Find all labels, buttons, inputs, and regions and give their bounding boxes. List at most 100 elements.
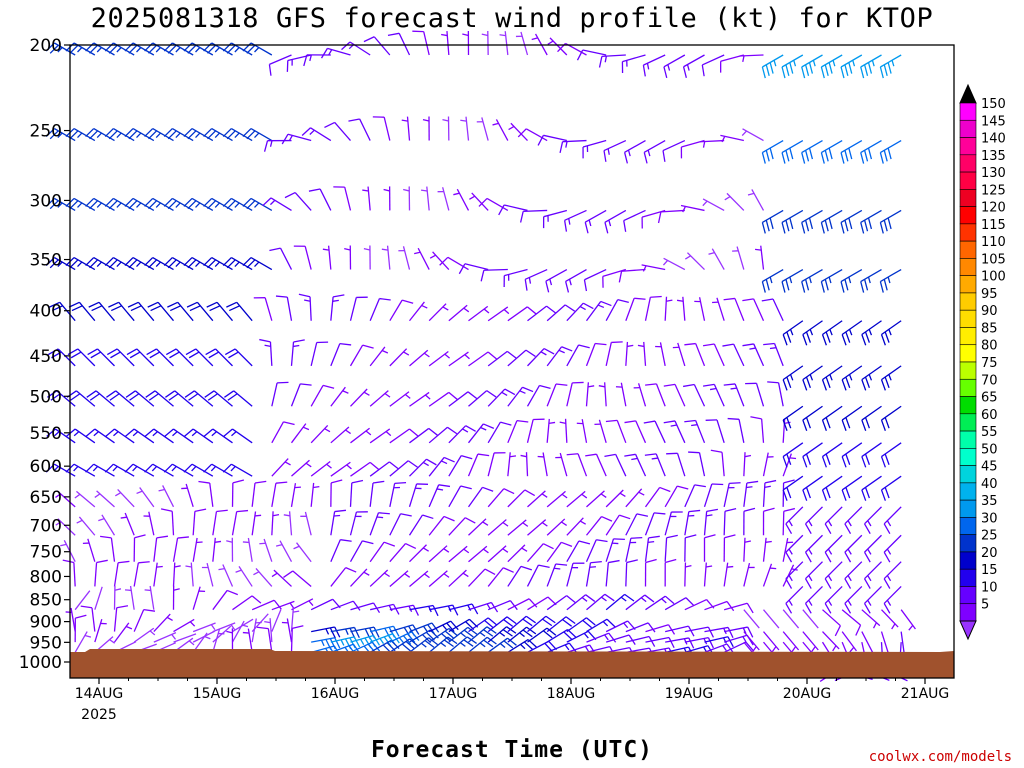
wind-barb xyxy=(226,628,234,653)
wind-barb xyxy=(684,509,701,536)
wind-barb xyxy=(841,475,863,501)
wind-barb xyxy=(841,609,862,636)
wind-barb xyxy=(269,247,293,270)
colorbar-label: 35 xyxy=(981,494,998,509)
wind-barb xyxy=(745,382,765,407)
wind-barb xyxy=(860,268,882,293)
wind-barb xyxy=(165,348,194,367)
wind-barb xyxy=(409,427,439,444)
wind-barb xyxy=(880,442,902,468)
colorbar-label: 75 xyxy=(981,356,998,371)
wind-barb xyxy=(559,139,587,153)
wind-barb xyxy=(547,37,568,56)
wind-barb xyxy=(45,127,76,142)
wind-barb xyxy=(120,512,135,536)
wind-barb xyxy=(262,197,292,211)
wind-barb xyxy=(153,535,169,562)
y-tick-label: 900 xyxy=(30,613,62,633)
wind-barb xyxy=(625,297,646,321)
wind-barb xyxy=(684,626,714,638)
x-tick-label: 16AUG xyxy=(311,686,360,702)
wind-barb xyxy=(74,490,96,508)
wind-barb xyxy=(583,268,607,292)
wind-barb xyxy=(782,405,804,431)
wind-barb xyxy=(173,618,196,633)
wind-barb xyxy=(468,626,497,643)
wind-barb xyxy=(781,54,804,79)
wind-barb xyxy=(145,390,174,407)
wind-barb xyxy=(555,452,568,477)
wind-barb xyxy=(507,598,538,611)
wind-barb xyxy=(242,256,273,271)
wind-barb xyxy=(462,30,470,56)
wind-barb xyxy=(253,568,273,587)
wind-barb xyxy=(705,419,725,444)
wind-barb xyxy=(546,642,577,653)
wind-barb xyxy=(349,511,368,536)
wind-barb xyxy=(703,483,724,508)
wind-barb xyxy=(184,390,214,407)
wind-barb xyxy=(487,545,509,563)
wind-barb xyxy=(820,139,843,164)
x-axis: 14AUG 15AUG 16AUG 17AUG 18AUG 19AUG 20AUG 21AUG xyxy=(75,678,949,702)
wind-barb xyxy=(585,539,608,562)
wind-barb xyxy=(186,301,214,322)
wind-barb xyxy=(526,418,545,443)
wind-barb xyxy=(85,197,115,212)
wind-barb xyxy=(183,127,214,142)
wind-barb xyxy=(330,479,343,507)
credit-text: coolwx.com/models xyxy=(869,749,1012,765)
wind-barb xyxy=(860,209,882,234)
wind-barb xyxy=(841,405,863,431)
wind-barb xyxy=(310,384,335,407)
wind-barb xyxy=(65,428,96,444)
wind-barb xyxy=(782,442,804,468)
wind-barb xyxy=(840,268,863,293)
wind-barb xyxy=(782,538,794,562)
colorbar-swatch xyxy=(959,258,977,276)
wind-barb xyxy=(761,298,784,322)
wind-barb xyxy=(625,536,643,562)
wind-barb xyxy=(546,518,568,536)
wind-barb xyxy=(124,428,155,444)
wind-barb xyxy=(703,534,716,562)
wind-barb xyxy=(863,506,882,535)
wind-barb xyxy=(62,559,76,587)
wind-barb xyxy=(286,54,312,72)
wind-barb xyxy=(222,463,253,477)
wind-barb xyxy=(507,615,536,633)
wind-barb xyxy=(662,257,686,271)
colorbar-swatch xyxy=(959,396,977,415)
wind-barb xyxy=(389,542,417,563)
wind-barb xyxy=(163,463,194,477)
wind-barb xyxy=(203,256,233,271)
wind-barb xyxy=(259,338,273,366)
wind-barb xyxy=(623,139,646,164)
wind-barb xyxy=(507,626,537,643)
wind-barb xyxy=(324,121,351,141)
colorbar-swatch xyxy=(959,137,977,156)
colorbar-label: 30 xyxy=(981,511,998,526)
wind-barb xyxy=(408,514,434,536)
colorbar-label: 120 xyxy=(981,201,1006,216)
wind-barb xyxy=(428,350,450,367)
wind-barb xyxy=(708,248,725,270)
wind-barb xyxy=(271,381,289,407)
wind-barb xyxy=(235,566,253,587)
wind-barb xyxy=(45,256,76,271)
colorbar-swatch xyxy=(959,534,977,553)
wind-barb xyxy=(183,256,214,271)
terrain-fill xyxy=(70,649,954,678)
wind-barb xyxy=(113,585,122,610)
wind-barb xyxy=(487,626,517,643)
wind-barb xyxy=(625,559,638,587)
wind-barb xyxy=(515,31,529,56)
wind-barb xyxy=(300,511,312,536)
colorbar-label: 55 xyxy=(981,425,998,440)
wind-barb xyxy=(409,349,430,367)
wind-barb xyxy=(372,116,391,141)
wind-barb xyxy=(507,639,537,653)
wind-barb xyxy=(723,508,737,536)
wind-barb xyxy=(113,622,133,643)
wind-barb xyxy=(586,593,615,611)
